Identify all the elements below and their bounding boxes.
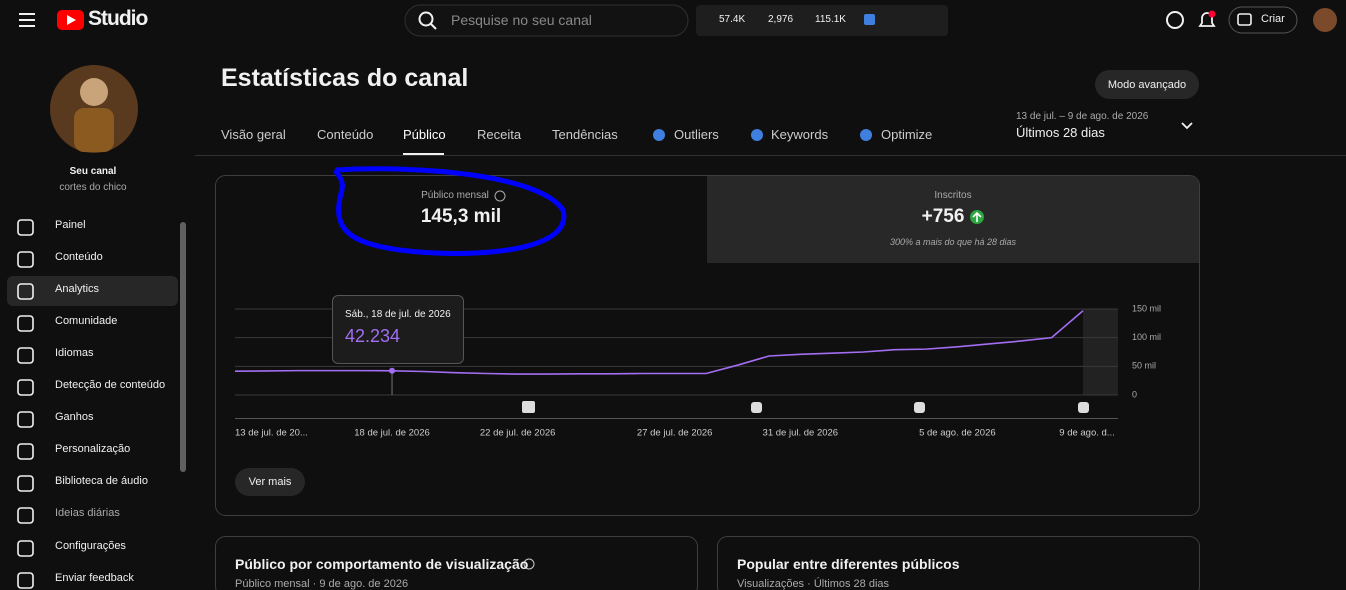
- nav-item[interactable]: Configurações: [55, 540, 126, 552]
- nav-item[interactable]: Conteúdo: [55, 251, 103, 263]
- tooltip-date: Sáb., 18 de jul. de 2026: [345, 309, 451, 320]
- tab[interactable]: Visão geral: [221, 127, 286, 142]
- nav-icon: [17, 507, 34, 524]
- card: [215, 536, 698, 590]
- tooltip: Sáb., 18 de jul. de 2026 42.234: [332, 295, 464, 364]
- x-tick-label: 27 de jul. de 2026: [637, 428, 713, 439]
- chevron[interactable]: [1181, 122, 1193, 130]
- avatar[interactable]: [1313, 8, 1337, 32]
- tab[interactable]: Público: [403, 127, 446, 142]
- metric-value: +756: [921, 206, 965, 227]
- nav-icon: [17, 347, 34, 364]
- stat: 115.1K: [815, 14, 846, 25]
- nav-icon: [17, 379, 34, 396]
- highlight-range: [1083, 309, 1118, 395]
- video-markers: [522, 401, 1089, 413]
- tab[interactable]: Tendências: [552, 127, 618, 142]
- search-placeholder[interactable]: Pesquise no seu canal: [451, 12, 592, 28]
- nav-item[interactable]: Biblioteca de áudio: [55, 475, 148, 487]
- annotation-scribble: [332, 166, 567, 256]
- nav-icon: [17, 251, 34, 268]
- hover-point: [389, 367, 396, 374]
- stat: 2,976: [768, 14, 794, 25]
- y-tick-label: 100 mil: [1132, 332, 1161, 342]
- x-tick-label: 22 de jul. de 2026: [480, 428, 556, 439]
- period[interactable]: Últimos 28 dias: [1016, 125, 1105, 140]
- nav-icon: [17, 315, 34, 332]
- page-title: Estatísticas do canal: [221, 64, 469, 92]
- x-tick-label: 13 de jul. de 20...: [235, 428, 308, 439]
- card-title: Público por comportamento de visualizaçã…: [235, 556, 529, 572]
- tab[interactable]: Conteúdo: [317, 127, 374, 142]
- tooltip-value: 42.234: [345, 326, 401, 346]
- menu-icon: [19, 13, 35, 27]
- nav-item[interactable]: Enviar feedback: [55, 572, 134, 584]
- nav-active: [7, 276, 178, 306]
- create-button[interactable]: [1228, 6, 1298, 34]
- tab[interactable]: Outliers: [674, 127, 719, 142]
- metric-label: Inscritos: [934, 190, 972, 201]
- y-tick-label: 50 mil: [1132, 361, 1156, 371]
- advanced-button[interactable]: Modo avançado: [1095, 70, 1199, 99]
- help-icon[interactable]: [1166, 11, 1184, 29]
- bell-icon[interactable]: [1198, 12, 1216, 27]
- metric-tab-subscribers[interactable]: [707, 176, 1199, 263]
- tab[interactable]: Receita: [477, 127, 522, 142]
- nav-icon: [17, 283, 34, 300]
- y-tick-label: 150 mil: [1132, 303, 1161, 313]
- nav-icon: [17, 443, 34, 460]
- nav-item[interactable]: Comunidade: [55, 315, 118, 327]
- metric-value: 145,3 mil: [420, 206, 502, 227]
- date-range: 13 de jul. – 9 de ago. de 2026: [1016, 111, 1149, 122]
- channel-name: cortes do chico: [59, 182, 127, 193]
- card-subtitle: Visualizações · Últimos 28 dias: [737, 578, 890, 590]
- tab[interactable]: Keywords: [771, 127, 829, 142]
- nav-icon: [17, 411, 34, 428]
- y-tick-label: 0: [1132, 389, 1137, 399]
- nav-item[interactable]: Idiomas: [55, 347, 94, 359]
- nav-item[interactable]: Detecção de conteúdo: [55, 379, 166, 391]
- x-tick-label: 31 de jul. de 2026: [763, 428, 839, 439]
- x-tick-label: 18 de jul. de 2026: [354, 428, 430, 439]
- series-line: [234, 310, 1084, 375]
- nav-icon: [17, 475, 34, 492]
- nav-item[interactable]: Ideias diárias: [55, 507, 120, 519]
- x-tick-label: 5 de ago. de 2026: [919, 428, 996, 439]
- create-label[interactable]: Criar: [1261, 13, 1285, 25]
- nav-item[interactable]: Ganhos: [55, 411, 94, 423]
- nav-item[interactable]: Personalização: [55, 443, 131, 455]
- search-box[interactable]: [404, 4, 689, 37]
- logo-text: Studio: [88, 7, 148, 30]
- card-subtitle: Público mensal · 9 de ago. de 2026: [235, 578, 409, 590]
- stats-bar: [696, 5, 948, 36]
- x-tick-label: 9 de ago. d...: [1059, 428, 1114, 439]
- channel-label: Seu canal: [69, 166, 117, 177]
- nav-icon: [17, 219, 34, 236]
- tab-indicator: [403, 153, 444, 155]
- card: [717, 536, 1200, 590]
- metric-note: 300% a mais do que há 28 dias: [889, 237, 1017, 247]
- more-button[interactable]: Ver mais: [235, 468, 305, 496]
- scrollbar: [180, 222, 186, 472]
- nav-icon: [17, 540, 34, 557]
- nav-icon: [17, 572, 34, 589]
- card-title: Popular entre diferentes públicos: [737, 556, 960, 572]
- tab[interactable]: Optimize: [881, 127, 933, 142]
- nav-item[interactable]: Analytics: [55, 283, 100, 295]
- stat: 57.4K: [719, 14, 746, 25]
- overview-card: [215, 175, 1200, 516]
- metric-label: Público mensal: [421, 190, 489, 201]
- nav-item[interactable]: Painel: [55, 219, 86, 231]
